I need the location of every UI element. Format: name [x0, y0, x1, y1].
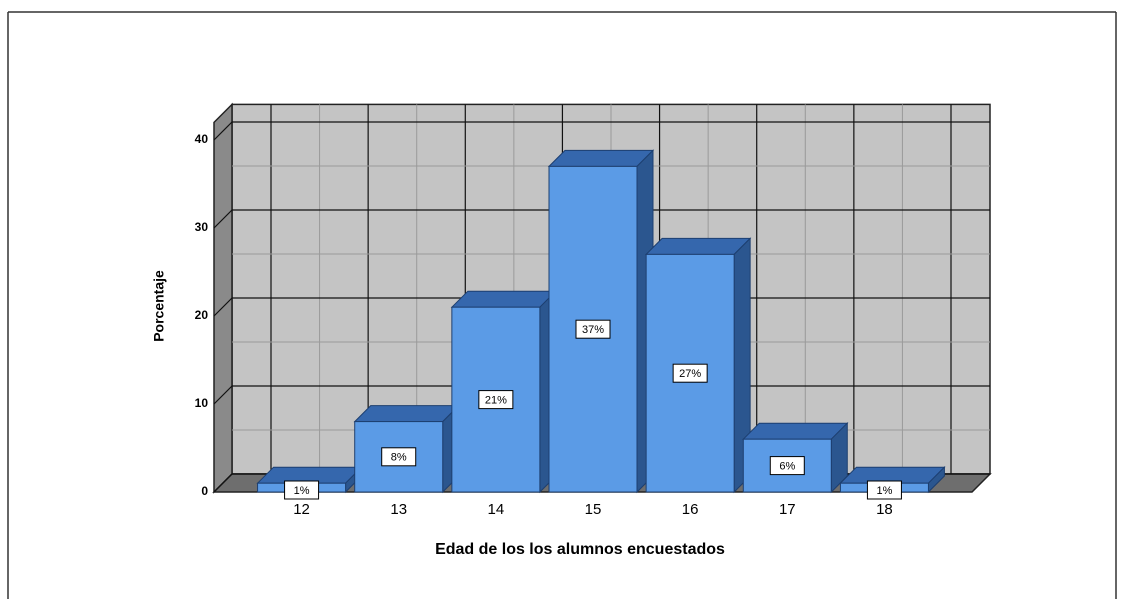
- data-label-box: [284, 480, 320, 500]
- data-label: 27%: [679, 368, 701, 380]
- grid-line-side: [213, 121, 233, 141]
- data-label: 37%: [582, 324, 604, 336]
- left-wall: [213, 102, 233, 494]
- y-axis-label: Porcentaje: [151, 270, 167, 342]
- data-label-box: [381, 447, 417, 467]
- data-label-box: [769, 456, 805, 476]
- data-label: 21%: [485, 395, 507, 407]
- frame: [7, 11, 1117, 599]
- data-label: 8%: [391, 452, 407, 464]
- data-label: 6%: [779, 461, 795, 473]
- bar-top: [547, 149, 655, 167]
- y-tick-label: 30: [195, 220, 209, 234]
- bar-top: [450, 290, 558, 308]
- data-label: 1%: [876, 485, 892, 497]
- grid-line-side: [213, 209, 233, 229]
- bar-top: [742, 422, 849, 440]
- data-label-box: [478, 390, 514, 410]
- x-tick-label: 12: [293, 501, 310, 518]
- y-tick-label: 10: [195, 396, 209, 410]
- bar: [742, 438, 832, 493]
- x-tick-label: 18: [876, 501, 893, 518]
- data-label-box: [575, 319, 611, 339]
- x-tick-label: 17: [779, 501, 796, 518]
- bar-top: [644, 237, 752, 255]
- grid-line-side: [213, 385, 233, 405]
- x-axis-label: Edad de los los alumnos encuestados: [435, 541, 725, 558]
- y-tick-label: 40: [195, 132, 209, 146]
- data-label-box: [866, 480, 902, 500]
- grid-line-side: [213, 297, 233, 317]
- data-label-box: [672, 363, 708, 383]
- grid-line-side: [213, 473, 233, 493]
- y-tick-label: 0: [201, 484, 208, 498]
- x-tick-label: 13: [390, 501, 407, 518]
- bar-top: [353, 405, 460, 423]
- x-tick-label: 15: [585, 501, 602, 518]
- data-label: 1%: [294, 485, 310, 497]
- x-tick-label: 16: [682, 501, 699, 518]
- x-tick-label: 14: [488, 501, 505, 518]
- y-tick-label: 20: [195, 308, 209, 322]
